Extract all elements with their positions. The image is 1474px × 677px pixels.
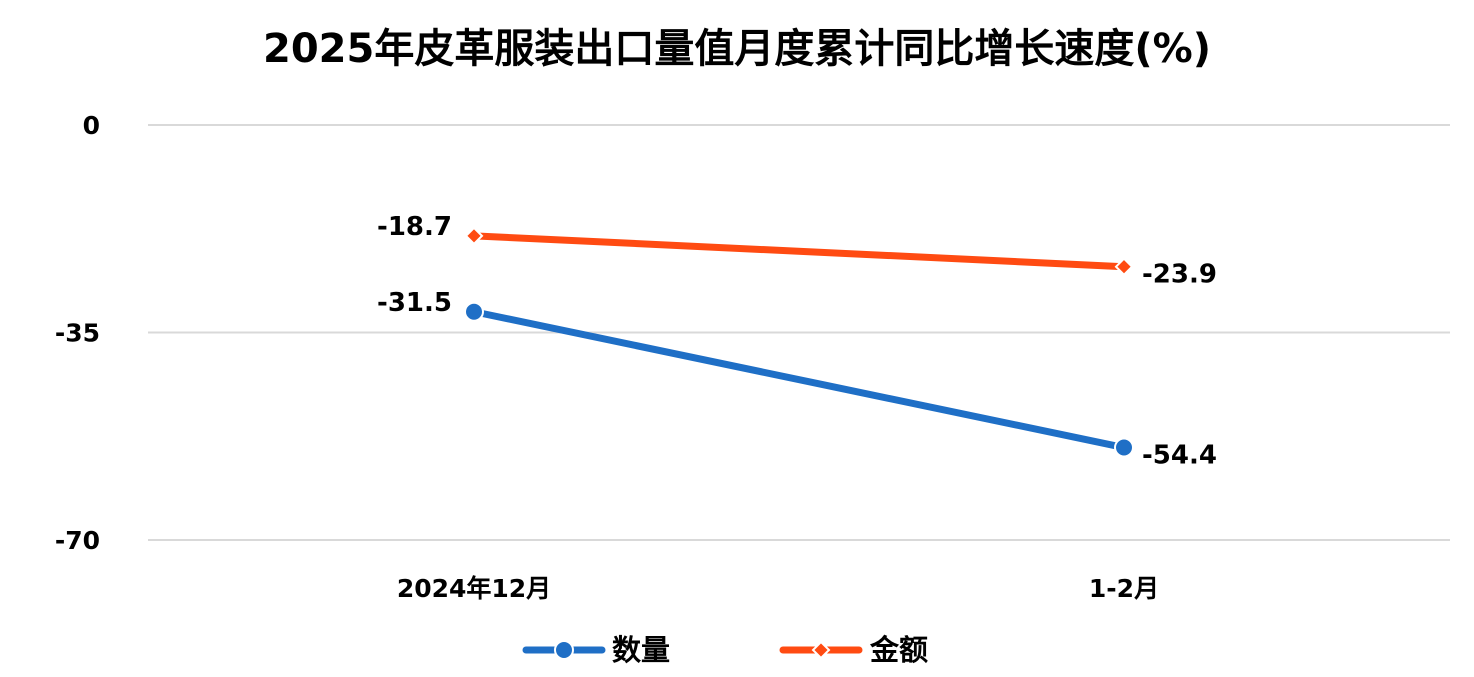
x-tick-label: 1-2月 bbox=[1089, 574, 1159, 603]
data-labels: -31.5 -54.4 -18.7 -23.9 bbox=[377, 212, 1217, 471]
series-lines bbox=[464, 226, 1134, 458]
data-label: -18.7 bbox=[377, 212, 452, 242]
chart-title: 2025年皮革服装出口量值月度累计同比增长速度(%) bbox=[263, 26, 1211, 72]
legend-label: 数量 bbox=[612, 633, 670, 667]
x-tick-label: 2024年12月 bbox=[397, 574, 551, 603]
data-point-circle bbox=[1114, 437, 1134, 458]
y-tick-label: -70 bbox=[55, 526, 100, 555]
data-point-diamond bbox=[1114, 257, 1134, 277]
data-point-circle bbox=[464, 301, 484, 322]
legend-marker-circle bbox=[554, 640, 574, 660]
series-line-amount bbox=[470, 232, 1128, 271]
data-label: -31.5 bbox=[377, 288, 452, 318]
data-point-diamond bbox=[464, 226, 484, 246]
legend-item: 金额 bbox=[779, 633, 928, 667]
legend: 数量 金额 bbox=[522, 633, 928, 667]
y-tick-label: 0 bbox=[83, 111, 100, 140]
x-axis: 2024年12月 1-2月 bbox=[397, 574, 1159, 603]
gridlines bbox=[148, 124, 1450, 541]
legend-marker-diamond bbox=[811, 640, 831, 660]
data-label: -54.4 bbox=[1142, 441, 1217, 471]
y-tick-label: -35 bbox=[55, 319, 100, 348]
legend-item: 数量 bbox=[522, 633, 670, 667]
y-axis: 0 -35 -70 bbox=[55, 111, 100, 555]
data-label: -23.9 bbox=[1142, 260, 1217, 290]
series-line-quantity bbox=[470, 308, 1128, 452]
legend-label: 金额 bbox=[869, 633, 928, 667]
